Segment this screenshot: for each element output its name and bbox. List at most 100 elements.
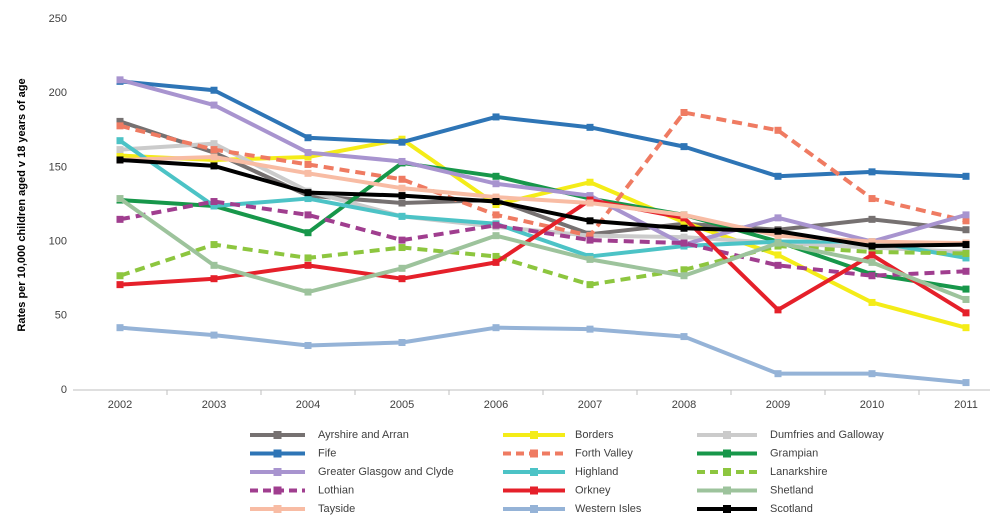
point-marker [210, 146, 218, 154]
point-marker [116, 146, 124, 154]
series-line [119, 198, 968, 315]
point-marker [210, 86, 218, 94]
point-marker [492, 193, 500, 201]
y-tick-label: 200 [49, 87, 67, 99]
legend-label: Highland [575, 466, 618, 478]
legend-marker [530, 505, 538, 513]
point-marker [680, 272, 688, 280]
point-marker [210, 275, 218, 283]
legend-label: Orkney [575, 484, 611, 496]
point-marker [116, 156, 124, 164]
y-axis-label: Rates per 10,000 children aged v 18 year… [16, 78, 28, 331]
point-marker [116, 122, 124, 130]
point-marker [398, 175, 406, 183]
point-marker [210, 261, 218, 269]
point-marker [304, 254, 312, 262]
point-marker [492, 324, 500, 332]
x-tick-label: 2002 [108, 399, 132, 411]
legend-label: Grampian [770, 447, 818, 459]
point-marker [398, 264, 406, 272]
point-marker [304, 149, 312, 157]
point-marker [492, 232, 500, 240]
legend-marker [273, 505, 282, 513]
legend-label: Dumfries and Galloway [770, 429, 884, 441]
point-marker [868, 272, 876, 280]
x-tick-label: 2008 [672, 399, 696, 411]
point-marker [210, 140, 218, 148]
legend-label: Western Isles [575, 503, 642, 515]
y-tick-label: 150 [49, 161, 67, 173]
point-marker [304, 341, 312, 349]
series-line [119, 325, 967, 385]
y-tick-label: 100 [49, 236, 67, 248]
point-marker [962, 172, 970, 180]
point-marker [680, 224, 688, 232]
legend-label: Greater Glasgow and Clyde [318, 466, 454, 478]
point-marker [774, 126, 782, 134]
point-marker [492, 172, 500, 180]
series-line [119, 77, 967, 247]
point-marker [210, 241, 218, 249]
point-marker [304, 195, 312, 203]
point-marker [398, 212, 406, 220]
legend-marker [273, 449, 282, 458]
series-line [119, 119, 967, 237]
point-marker [304, 288, 312, 296]
legend-marker [273, 486, 282, 495]
point-marker [962, 226, 970, 234]
legend-marker [273, 468, 282, 476]
point-marker [116, 215, 124, 223]
point-marker [210, 101, 218, 109]
point-marker [398, 192, 406, 200]
x-tick-label: 2011 [954, 399, 978, 411]
point-marker [774, 239, 782, 247]
point-marker [680, 333, 688, 341]
point-marker [492, 198, 500, 206]
x-tick-label: 2004 [296, 399, 320, 411]
series-line [118, 139, 967, 260]
point-marker [586, 199, 594, 207]
point-marker [868, 251, 876, 259]
point-marker [210, 331, 218, 339]
point-marker [586, 217, 594, 225]
point-marker [210, 153, 218, 161]
point-marker [962, 324, 970, 332]
point-marker [680, 211, 688, 219]
legend-label: Lothian [318, 484, 354, 496]
point-marker [774, 227, 782, 235]
point-marker [492, 221, 500, 229]
y-tick-label: 250 [49, 13, 67, 25]
point-marker [962, 254, 970, 262]
point-marker [680, 266, 688, 274]
point-marker [962, 217, 970, 225]
x-tick-label: 2009 [766, 399, 790, 411]
point-marker [304, 189, 312, 197]
point-marker [962, 241, 970, 249]
legend-marker [530, 468, 538, 476]
series-line [119, 160, 967, 292]
point-marker [774, 172, 782, 180]
point-marker [116, 324, 124, 332]
legend-marker [530, 449, 538, 458]
series-line [119, 110, 967, 238]
y-tick-label: 50 [55, 310, 67, 322]
point-marker [116, 272, 124, 280]
point-marker [868, 215, 876, 223]
x-tick-label: 2006 [484, 399, 508, 411]
legend-marker [723, 505, 731, 513]
legend-label: Forth Valley [575, 447, 633, 459]
legend-label: Borders [575, 429, 614, 441]
point-marker [304, 261, 312, 269]
point-marker [774, 251, 782, 259]
point-marker [492, 180, 500, 188]
point-marker [492, 258, 500, 266]
point-marker [774, 214, 782, 222]
point-marker [398, 244, 406, 252]
point-marker [774, 232, 782, 240]
point-marker [304, 160, 312, 168]
series-line [118, 196, 967, 302]
point-marker [304, 211, 312, 219]
point-marker [210, 162, 218, 170]
legend-marker [530, 431, 538, 439]
